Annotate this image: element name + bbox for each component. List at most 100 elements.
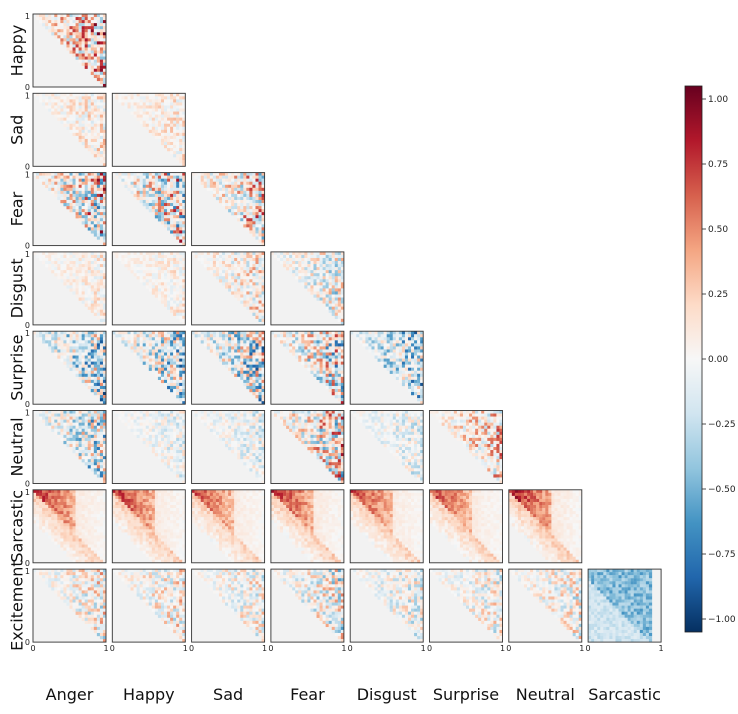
heatmap-cell xyxy=(398,331,403,335)
heatmap-cell xyxy=(407,346,412,350)
heatmap-cell xyxy=(93,379,98,384)
heatmap-cell xyxy=(331,340,335,344)
heatmap-cell xyxy=(151,264,156,268)
heatmap-cell xyxy=(176,337,180,341)
heatmap-cell xyxy=(258,340,262,344)
heatmap-cell xyxy=(237,212,241,216)
heatmap-cell xyxy=(81,428,85,432)
heatmap-cell xyxy=(212,190,217,195)
heatmap-cell xyxy=(322,294,326,298)
heatmap-cell xyxy=(66,93,70,97)
heatmap-cell xyxy=(398,346,403,350)
heatmap-cell xyxy=(340,273,345,277)
heatmap-cell xyxy=(90,373,94,377)
heatmap-cell xyxy=(404,337,409,341)
heatmap-cell xyxy=(179,132,183,137)
heatmap-cell xyxy=(298,270,302,274)
heatmap-cell xyxy=(252,291,256,295)
heatmap-cell xyxy=(42,337,46,341)
heatmap-cell xyxy=(276,331,281,335)
heatmap-cell xyxy=(63,331,67,335)
heatmap-cell xyxy=(404,382,409,387)
heatmap-cell xyxy=(90,187,94,191)
heatmap-cell xyxy=(39,96,43,100)
heatmap-cell xyxy=(66,38,70,42)
heatmap-cell xyxy=(84,462,88,466)
heatmap-cell xyxy=(164,224,168,228)
heatmap-cell xyxy=(90,50,94,54)
heatmap-cell xyxy=(182,352,186,356)
heatmap-cell xyxy=(252,340,256,344)
heatmap-cell xyxy=(337,303,342,307)
heatmap-cell xyxy=(261,267,265,271)
heatmap-cell xyxy=(249,300,253,304)
heatmap-cell xyxy=(87,123,91,127)
heatmap-cell xyxy=(90,306,94,310)
heatmap-cell xyxy=(90,102,94,106)
heatmap-cell xyxy=(151,105,156,109)
heatmap-cell xyxy=(145,117,149,121)
heatmap-cell xyxy=(322,334,326,338)
heatmap-cell xyxy=(96,138,101,143)
heatmap-cell xyxy=(72,129,76,133)
heatmap-cell xyxy=(249,218,253,222)
heatmap-cell xyxy=(87,145,91,149)
heatmap-cell xyxy=(331,382,335,387)
heatmap-cell xyxy=(96,196,101,201)
heatmap-cell xyxy=(261,355,265,359)
heatmap-cell xyxy=(176,395,180,399)
heatmap-cell xyxy=(66,254,70,259)
heatmap-cell xyxy=(246,340,250,344)
heatmap-cell xyxy=(313,358,317,362)
heatmap-cell xyxy=(75,343,79,347)
heatmap-cell xyxy=(72,370,76,374)
heatmap-cell xyxy=(334,355,338,359)
heatmap-cell xyxy=(222,175,226,179)
heatmap-cell xyxy=(215,261,220,265)
heatmap-cell xyxy=(124,102,128,106)
heatmap-cell xyxy=(395,376,400,381)
heatmap-cell xyxy=(90,385,94,390)
heatmap-cell xyxy=(319,331,323,335)
heatmap-cell xyxy=(87,141,91,146)
heatmap-cell xyxy=(319,257,323,262)
heatmap-cell xyxy=(167,279,171,283)
heatmap-cell xyxy=(90,422,94,426)
heatmap-cell xyxy=(261,297,265,301)
heatmap-cell xyxy=(72,425,76,429)
heatmap-cell xyxy=(280,331,284,335)
heatmap-cell xyxy=(231,337,235,341)
heatmap-cell xyxy=(157,273,162,277)
heatmap-cell xyxy=(167,276,171,280)
heatmap-cell xyxy=(51,270,55,274)
heatmap-cell xyxy=(130,181,134,185)
heatmap-cell xyxy=(404,352,409,356)
heatmap-cell xyxy=(75,96,79,100)
heatmap-cell xyxy=(310,349,314,353)
heatmap-cell xyxy=(148,172,152,176)
heatmap-cell xyxy=(69,413,73,417)
heatmap-cell xyxy=(414,349,418,353)
heatmap-cell xyxy=(102,132,107,137)
heatmap-cell xyxy=(237,355,241,359)
heatmap-cell xyxy=(93,434,98,439)
heatmap-cell xyxy=(401,373,406,377)
heatmap-cell xyxy=(99,99,104,103)
heatmap-cell xyxy=(93,468,98,472)
heatmap-cell xyxy=(96,251,101,256)
heatmap-cell xyxy=(176,114,180,118)
heatmap-cell xyxy=(179,279,183,283)
heatmap-cell xyxy=(102,349,107,353)
heatmap-cell xyxy=(160,96,165,100)
heatmap-cell xyxy=(84,129,88,133)
heatmap-cell xyxy=(340,309,345,313)
heatmap-cell xyxy=(255,172,259,176)
heatmap-cell xyxy=(157,184,162,188)
heatmap-cell xyxy=(258,288,262,292)
heatmap-cell xyxy=(316,346,320,350)
heatmap-cell xyxy=(66,425,70,429)
heatmap-cell xyxy=(206,181,210,185)
heatmap-cell xyxy=(87,261,91,265)
heatmap-cell xyxy=(404,349,409,353)
heatmap-cell xyxy=(39,93,43,97)
